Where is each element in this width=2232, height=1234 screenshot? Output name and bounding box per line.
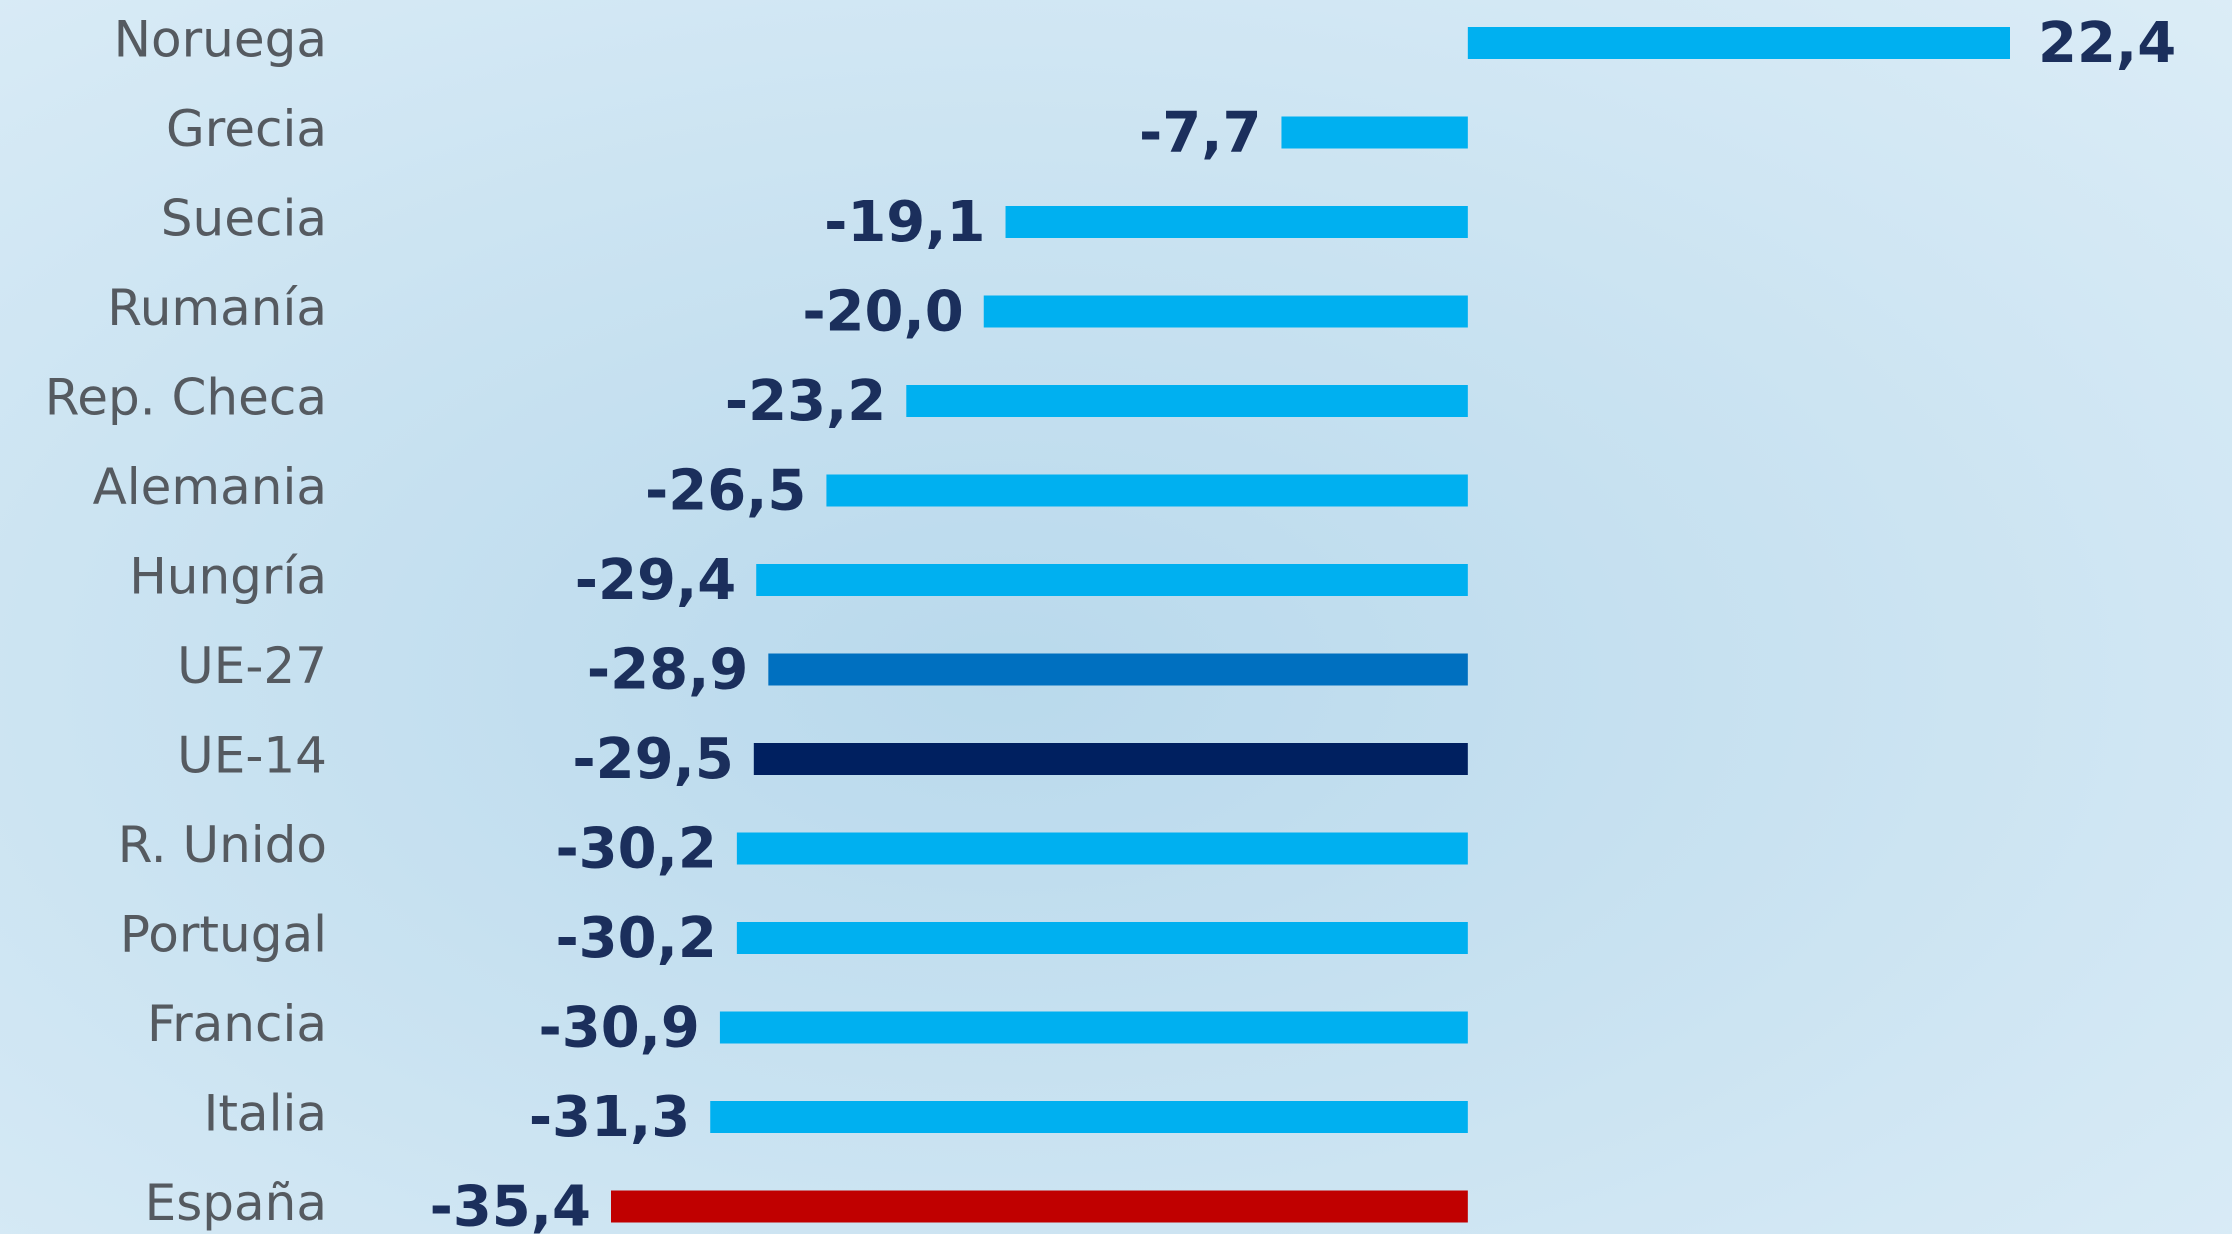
bar [611,1190,1468,1223]
category-label: España [145,1174,327,1232]
value-label: -19,1 [824,190,985,255]
bar [983,295,1468,328]
category-label: Portugal [120,906,327,964]
category-label: UE-14 [177,727,327,785]
category-label: Suecia [161,190,327,248]
category-label: Grecia [166,100,327,158]
category-label: R. Unido [118,816,327,874]
bar [1281,116,1468,149]
value-label: -20,0 [802,280,963,345]
bar [756,564,1468,596]
category-label: Alemania [93,458,327,516]
bar [1005,206,1468,238]
value-label: 22,4 [2038,11,2176,76]
bar [719,1011,1468,1044]
value-label: -29,4 [575,548,736,613]
category-label: Rumanía [107,279,327,337]
category-label: Noruega [114,11,327,69]
value-label: -26,5 [645,459,806,524]
category-label: Italia [204,1085,327,1143]
bar [736,832,1468,865]
value-label: -35,4 [430,1175,591,1234]
value-label: -31,3 [529,1085,690,1150]
bar [826,474,1468,507]
category-label: Rep. Checa [45,369,327,427]
value-label: -29,5 [572,727,733,792]
category-label: Hungría [129,548,327,606]
value-label: -30,2 [555,817,716,882]
value-label: -7,7 [1139,101,1261,166]
bar [736,922,1468,954]
value-label: -23,2 [725,369,886,434]
bar [906,385,1468,417]
value-label: -28,9 [587,638,748,703]
value-label: -30,9 [538,996,699,1061]
bar [753,743,1468,775]
bar [768,653,1468,686]
value-label: -30,2 [555,906,716,971]
category-label: Francia [147,995,327,1053]
category-label: UE-27 [177,637,327,695]
bar [710,1101,1468,1133]
bar [1467,27,2010,59]
